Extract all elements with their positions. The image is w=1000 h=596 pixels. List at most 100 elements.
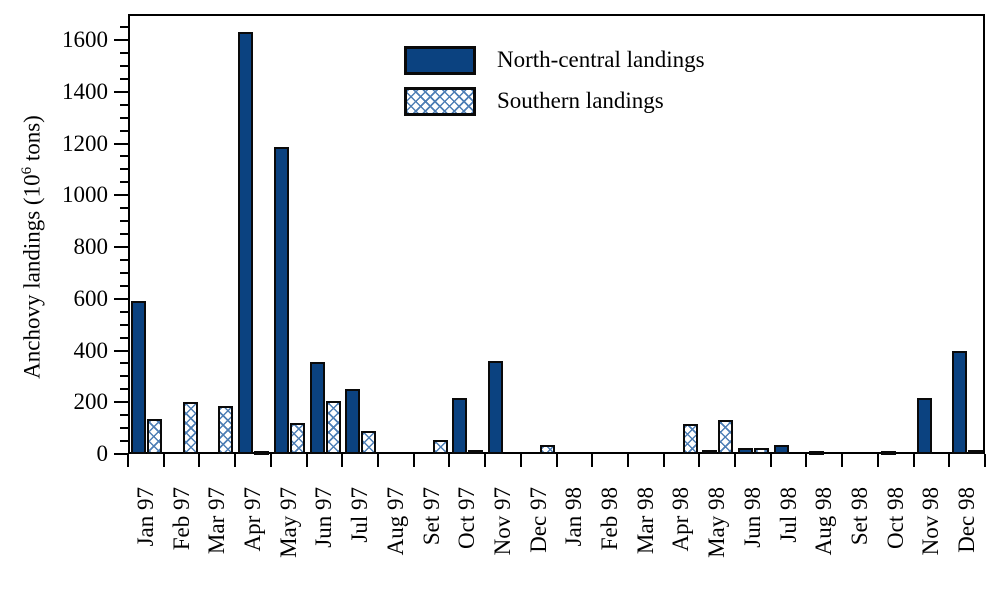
y-major-tick-600 (114, 297, 128, 300)
bar-nc-oct-98 (880, 451, 896, 455)
legend-item-north-central: North-central landings (404, 45, 705, 75)
y-tick-label-400: 400 (73, 337, 109, 363)
y-minor-tick-1650 (120, 26, 128, 29)
x-tick-3 (234, 454, 237, 467)
x-tick-24 (984, 454, 986, 467)
x-tick-18 (769, 454, 772, 467)
bar-nc-oct-97 (452, 398, 468, 454)
y-major-tick-800 (114, 246, 128, 248)
x-tick-label-may-97: May 97 (275, 487, 301, 558)
bar-s-mar-97 (218, 406, 234, 454)
bar-s-jul-97 (361, 430, 377, 454)
x-tick-21 (876, 454, 879, 467)
y-minor-tick-650 (120, 284, 128, 287)
bar-nc-may-97 (273, 147, 289, 454)
bar-s-may-97 (289, 422, 305, 454)
bar-s-jun-98 (754, 447, 770, 454)
legend-swatch-southern (404, 86, 476, 116)
bar-nc-jun-98 (738, 447, 754, 454)
x-tick-label-set-97: Set 97 (418, 487, 444, 546)
y-tick-label-1600: 1600 (62, 27, 108, 52)
x-tick-4 (269, 454, 272, 467)
bar-s-apr-97 (254, 451, 270, 455)
x-tick-label-apr-98: Apr 98 (668, 487, 694, 552)
bar-s-dec-97 (539, 444, 555, 454)
y-tick-label-600: 600 (73, 285, 109, 311)
x-tick-label-oct-97: Oct 97 (454, 487, 480, 549)
x-tick-label-aug-97: Aug 97 (382, 487, 408, 556)
x-tick-8 (412, 454, 415, 467)
y-axis-title: Anchovy landings (106 tons) (12, 27, 45, 467)
y-minor-tick-1500 (120, 64, 128, 67)
y-minor-tick-350 (120, 362, 128, 365)
x-tick-16 (698, 454, 701, 467)
x-tick-17 (734, 454, 737, 467)
x-tick-label-jul-98: Jul 98 (775, 487, 801, 543)
x-tick-11 (519, 454, 522, 467)
bar-nc-nov-97 (488, 360, 504, 454)
x-tick-label-jun-98: Jun 98 (739, 487, 765, 548)
x-tick-label-may-98: May 98 (704, 487, 730, 558)
x-tick-label-aug-98: Aug 98 (811, 487, 837, 556)
bar-s-dec-98 (968, 450, 984, 455)
x-tick-label-jan-97: Jan 97 (132, 487, 158, 547)
y-tick-label-800: 800 (73, 234, 109, 259)
x-tick-label-nov-98: Nov 98 (918, 487, 944, 556)
bar-nc-nov-98 (916, 398, 932, 454)
x-tick-6 (341, 454, 344, 467)
y-major-tick-0 (114, 453, 128, 455)
bar-nc-aug-98 (809, 451, 825, 455)
x-tick-label-dec-97: Dec 97 (525, 487, 551, 553)
x-tick-1 (162, 454, 165, 467)
y-major-tick-1600 (114, 39, 128, 41)
x-tick-10 (484, 454, 487, 467)
x-tick-2 (198, 454, 201, 467)
y-minor-tick-1250 (120, 129, 128, 132)
x-tick-label-set-98: Set 98 (847, 487, 873, 546)
y-tick-label-1200: 1200 (62, 130, 108, 156)
x-tick-label-feb-98: Feb 98 (597, 487, 623, 551)
y-tick-label-0: 0 (96, 441, 109, 466)
y-major-tick-200 (114, 401, 128, 404)
y-minor-tick-300 (120, 375, 128, 378)
x-tick-label-mar-98: Mar 98 (632, 487, 658, 555)
y-axis-title-superscript: 6 (19, 166, 35, 175)
x-tick-label-feb-97: Feb 97 (168, 487, 194, 551)
plot-area-frame (128, 14, 985, 454)
y-minor-tick-150 (120, 414, 128, 417)
x-tick-7 (376, 454, 379, 467)
y-minor-tick-500 (120, 323, 128, 326)
x-tick-label-mar-97: Mar 97 (204, 487, 230, 555)
x-tick-12 (555, 454, 558, 467)
bar-nc-jan-97 (131, 301, 146, 454)
bar-s-oct-97 (468, 450, 484, 455)
y-tick-label-200: 200 (73, 389, 109, 415)
x-tick-5 (305, 454, 308, 467)
bar-s-feb-97 (182, 402, 198, 454)
legend-label-southern: Southern landings (497, 88, 664, 113)
y-major-tick-400 (114, 349, 128, 352)
bar-nc-jul-97 (345, 389, 361, 454)
bar-nc-jun-97 (309, 362, 325, 454)
bar-nc-dec-98 (952, 350, 968, 454)
y-minor-tick-1100 (120, 168, 128, 171)
x-tick-label-jul-97: Jul 97 (347, 487, 373, 543)
y-minor-tick-1550 (120, 51, 128, 54)
y-minor-tick-750 (120, 258, 128, 261)
bar-s-may-98 (718, 420, 734, 454)
x-tick-22 (912, 454, 915, 467)
x-tick-14 (626, 454, 629, 467)
y-minor-tick-100 (120, 427, 128, 430)
x-tick-label-nov-97: Nov 97 (489, 487, 515, 556)
x-tick-19 (805, 454, 808, 467)
y-minor-tick-50 (120, 440, 128, 443)
y-minor-tick-1050 (120, 181, 128, 184)
x-tick-23 (948, 454, 951, 467)
x-tick-label-jan-98: Jan 98 (561, 487, 587, 547)
y-minor-tick-700 (120, 271, 128, 274)
x-tick-13 (591, 454, 594, 467)
x-tick-label-jun-97: Jun 97 (311, 487, 337, 548)
bar-nc-apr-97 (238, 32, 254, 454)
legend-swatch-north-central (404, 45, 476, 75)
